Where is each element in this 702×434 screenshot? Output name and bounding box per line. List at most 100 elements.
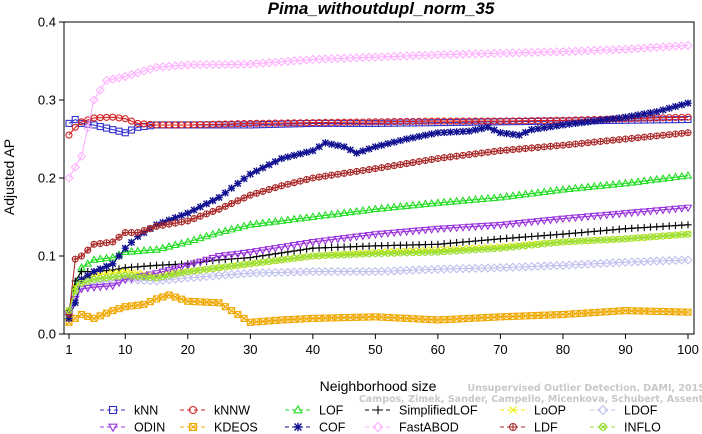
data-point — [183, 262, 193, 271]
data-point — [496, 192, 505, 201]
data-point — [408, 265, 418, 275]
data-point — [245, 268, 256, 278]
legend-marker — [188, 405, 198, 415]
data-point — [583, 46, 593, 56]
data-point — [353, 167, 361, 175]
data-point — [240, 194, 248, 202]
data-point — [271, 184, 279, 192]
data-point — [159, 293, 167, 301]
data-point — [533, 188, 543, 196]
data-point — [159, 221, 167, 229]
data-point — [377, 230, 387, 239]
data-point — [640, 133, 648, 141]
legend-marker — [108, 423, 118, 433]
data-point — [634, 111, 642, 119]
data-point — [427, 226, 437, 234]
data-point — [484, 148, 492, 156]
data-point — [70, 295, 80, 304]
data-point — [158, 243, 168, 252]
data-point — [627, 257, 637, 267]
legend-label: kNNW — [214, 404, 250, 418]
data-point — [108, 282, 118, 291]
data-point — [321, 172, 329, 180]
data-point — [215, 193, 223, 202]
data-point — [364, 231, 374, 240]
data-point — [478, 125, 486, 133]
data-point — [227, 251, 236, 260]
data-point — [102, 262, 111, 270]
data-point — [308, 239, 318, 247]
data-point — [184, 209, 192, 217]
data-point — [65, 314, 73, 322]
data-point — [390, 138, 398, 146]
data-point — [433, 198, 443, 206]
data-point — [439, 197, 449, 206]
data-point — [540, 231, 548, 240]
data-point — [195, 258, 205, 267]
data-point — [352, 233, 362, 242]
data-point — [189, 260, 199, 269]
data-point — [501, 262, 512, 273]
data-point — [458, 196, 468, 204]
legend-label: LOF — [319, 404, 344, 418]
data-point — [328, 243, 336, 252]
data-point — [139, 245, 149, 254]
data-point — [578, 228, 586, 237]
data-point — [396, 241, 404, 249]
data-point — [333, 53, 343, 64]
data-point — [115, 305, 123, 313]
data-point — [90, 314, 98, 322]
data-point — [278, 182, 286, 190]
legend-marker — [293, 422, 303, 432]
data-point — [376, 52, 387, 62]
data-point — [684, 129, 692, 137]
data-point — [65, 307, 73, 315]
data-point — [265, 185, 273, 194]
data-point — [590, 138, 598, 146]
series-kdeos — [65, 291, 692, 326]
data-point — [683, 170, 693, 179]
data-point — [646, 109, 655, 117]
data-point — [252, 248, 261, 256]
data-point — [503, 234, 511, 242]
data-point — [234, 310, 242, 319]
data-point — [83, 285, 93, 293]
data-point — [428, 130, 436, 138]
data-point — [659, 131, 667, 139]
data-point — [615, 136, 623, 144]
data-point — [358, 206, 368, 214]
y-axis-label: Adjusted AP — [1, 139, 17, 215]
data-point — [320, 266, 331, 277]
data-point — [71, 287, 79, 295]
data-point — [446, 224, 455, 233]
data-point — [152, 270, 161, 278]
data-point — [452, 224, 462, 233]
data-point — [340, 243, 348, 251]
data-point — [351, 53, 362, 63]
data-point — [384, 163, 392, 171]
data-point — [521, 144, 529, 153]
data-point — [464, 223, 474, 232]
data-point — [289, 242, 299, 250]
data-point — [415, 241, 423, 249]
data-point — [664, 255, 674, 266]
data-point — [428, 240, 436, 249]
legend-marker — [188, 422, 198, 432]
data-point — [96, 312, 104, 320]
data-point — [177, 238, 186, 247]
data-point — [77, 275, 86, 283]
data-point — [403, 135, 411, 143]
data-point — [246, 170, 254, 178]
data-point — [520, 47, 531, 58]
data-point — [95, 254, 105, 263]
data-point — [515, 131, 523, 139]
data-point — [77, 268, 86, 276]
data-point — [290, 179, 298, 187]
data-point — [140, 262, 148, 270]
data-point — [221, 189, 229, 197]
data-point — [134, 229, 142, 237]
data-point — [683, 40, 693, 51]
data-point — [602, 45, 612, 55]
data-point — [558, 184, 568, 193]
